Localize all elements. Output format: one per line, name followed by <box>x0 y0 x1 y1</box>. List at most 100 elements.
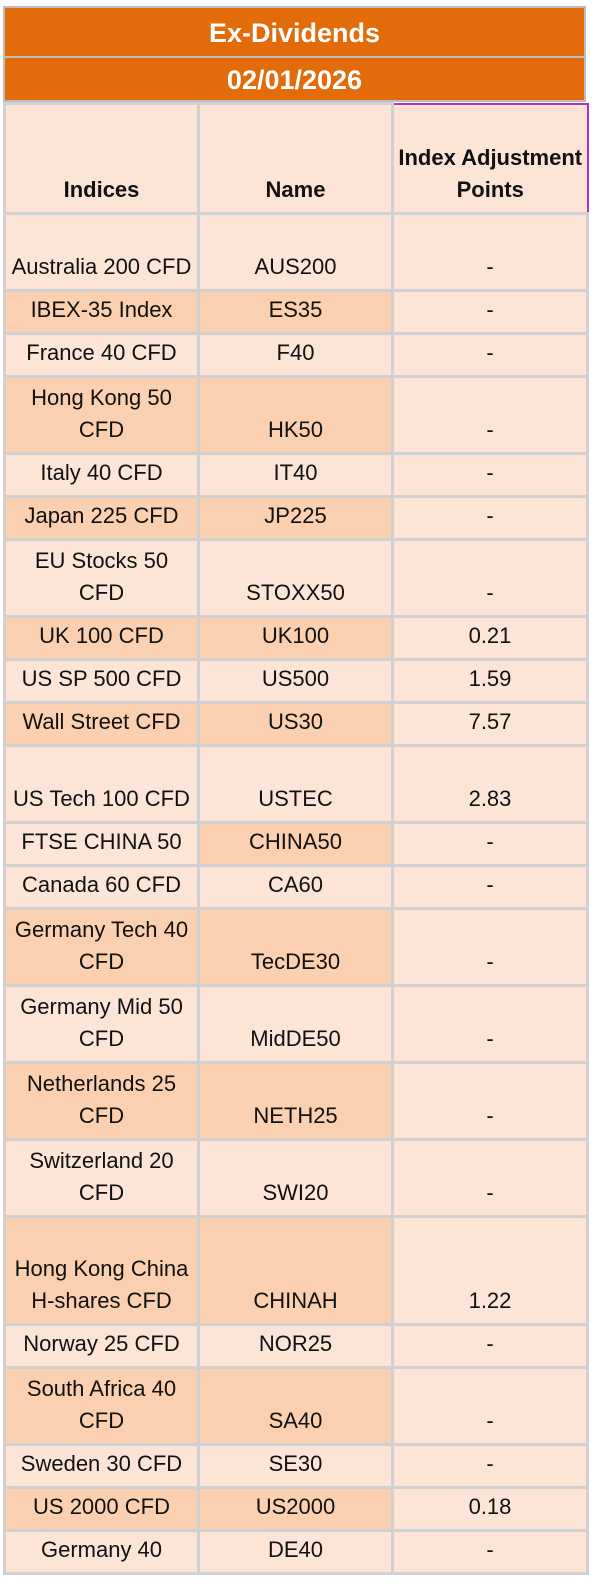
index-cell: Norway 25 CFD <box>3 1323 200 1369</box>
table-row: UK 100 CFD UK100 0.21 <box>3 615 589 661</box>
dividends-table: Indices Name Index Adjustment Points Aus… <box>3 102 589 1575</box>
date-banner: 02/01/2026 <box>3 56 586 102</box>
table-row: EU Stocks 50 CFD STOXX50- <box>3 538 589 618</box>
table-row: FTSE CHINA 50 CHINA50- <box>3 821 589 867</box>
points-cell: 2.83 <box>391 744 589 824</box>
index-cell: US Tech 100 CFD <box>3 744 200 824</box>
table-row: Switzerland 20 CFD SWI20- <box>3 1138 589 1218</box>
index-cell: FTSE CHINA 50 <box>3 821 200 867</box>
table-row: US Tech 100 CFD USTEC 2.83 <box>3 744 589 824</box>
name-cell: CA60 <box>197 864 394 910</box>
table-row: South Africa 40 CFD SA40- <box>3 1366 589 1446</box>
index-cell: Germany 40 <box>3 1529 200 1575</box>
index-cell: Hong Kong China H-shares CFD <box>3 1215 200 1326</box>
points-cell: 0.18 <box>391 1486 589 1532</box>
index-cell: UK 100 CFD <box>3 615 200 661</box>
name-cell: ES35 <box>197 289 394 335</box>
index-cell: Germany Tech 40 CFD <box>3 907 200 987</box>
points-cell: - <box>391 1061 589 1141</box>
points-cell: - <box>391 1529 589 1575</box>
name-cell: AUS200 <box>197 212 394 292</box>
points-cell: - <box>391 907 589 987</box>
indices-header: Indices <box>3 102 200 215</box>
table-row: Netherlands 25 CFD NETH25- <box>3 1061 589 1141</box>
index-cell: Netherlands 25 CFD <box>3 1061 200 1141</box>
points-cell: - <box>391 1366 589 1446</box>
name-cell: IT40 <box>197 452 394 498</box>
points-cell: - <box>391 538 589 618</box>
index-cell: IBEX-35 Index <box>3 289 200 335</box>
table-row: US 2000 CFD US2000 0.18 <box>3 1486 589 1532</box>
table-row: US SP 500 CFD US500 1.59 <box>3 658 589 704</box>
points-cell: - <box>391 1443 589 1489</box>
table-row: Norway 25 CFD NOR25- <box>3 1323 589 1369</box>
name-cell: JP225 <box>197 495 394 541</box>
points-cell: - <box>391 1138 589 1218</box>
name-cell: F40 <box>197 332 394 378</box>
index-cell: Wall Street CFD <box>3 701 200 747</box>
index-cell: Italy 40 CFD <box>3 452 200 498</box>
points-cell: - <box>391 1323 589 1369</box>
points-cell: - <box>391 212 589 292</box>
points-cell: 1.59 <box>391 658 589 704</box>
table-row: IBEX-35 Index ES35- <box>3 289 589 335</box>
index-cell: Sweden 30 CFD <box>3 1443 200 1489</box>
index-cell: US 2000 CFD <box>3 1486 200 1532</box>
table-row: Germany Tech 40 CFD TecDE30- <box>3 907 589 987</box>
name-cell: UK100 <box>197 615 394 661</box>
table-row: Wall Street CFD US30 7.57 <box>3 701 589 747</box>
index-cell: EU Stocks 50 CFD <box>3 538 200 618</box>
points-cell: 0.21 <box>391 615 589 661</box>
header-row: Indices Name Index Adjustment Points <box>3 102 589 215</box>
table-row: Canada 60 CFD CA60- <box>3 864 589 910</box>
index-cell: Hong Kong 50 CFD <box>3 375 200 455</box>
name-cell: US2000 <box>197 1486 394 1532</box>
points-cell: - <box>391 495 589 541</box>
index-cell: Japan 225 CFD <box>3 495 200 541</box>
ex-dividends-sheet: Ex-Dividends 02/01/2026 Indices Name Ind… <box>3 6 589 1575</box>
points-cell: - <box>391 821 589 867</box>
table-row: Germany 40 DE40- <box>3 1529 589 1575</box>
points-cell: - <box>391 864 589 910</box>
name-cell: NETH25 <box>197 1061 394 1141</box>
name-cell: SE30 <box>197 1443 394 1489</box>
name-cell: TecDE30 <box>197 907 394 987</box>
name-cell: US30 <box>197 701 394 747</box>
points-cell: - <box>391 375 589 455</box>
points-cell: 7.57 <box>391 701 589 747</box>
table-row: Hong Kong 50 CFD HK50- <box>3 375 589 455</box>
name-cell: HK50 <box>197 375 394 455</box>
table-row: Australia 200 CFD AUS200- <box>3 212 589 292</box>
table-row: Japan 225 CFD JP225- <box>3 495 589 541</box>
name-cell: CHINA50 <box>197 821 394 867</box>
index-cell: US SP 500 CFD <box>3 658 200 704</box>
name-cell: STOXX50 <box>197 538 394 618</box>
index-cell: Switzerland 20 CFD <box>3 1138 200 1218</box>
name-cell: NOR25 <box>197 1323 394 1369</box>
points-cell: 1.22 <box>391 1215 589 1326</box>
table-row: Sweden 30 CFD SE30- <box>3 1443 589 1489</box>
table-row: Italy 40 CFD IT40- <box>3 452 589 498</box>
table-row: Germany Mid 50 CFD MidDE50- <box>3 984 589 1064</box>
points-cell: - <box>391 452 589 498</box>
index-cell: France 40 CFD <box>3 332 200 378</box>
name-cell: DE40 <box>197 1529 394 1575</box>
points-cell: - <box>391 984 589 1064</box>
name-header: Name <box>197 102 394 215</box>
adjustment-header: Index Adjustment Points <box>391 102 589 215</box>
name-cell: CHINAH <box>197 1215 394 1326</box>
name-cell: MidDE50 <box>197 984 394 1064</box>
index-cell: Canada 60 CFD <box>3 864 200 910</box>
page-title: Ex-Dividends <box>3 6 586 58</box>
name-cell: US500 <box>197 658 394 704</box>
index-cell: Germany Mid 50 CFD <box>3 984 200 1064</box>
index-cell: South Africa 40 CFD <box>3 1366 200 1446</box>
name-cell: USTEC <box>197 744 394 824</box>
table-body: Australia 200 CFD AUS200- IBEX-35 Index ES3… <box>3 212 589 1575</box>
name-cell: SA40 <box>197 1366 394 1446</box>
table-row: France 40 CFD F40- <box>3 332 589 378</box>
points-cell: - <box>391 332 589 378</box>
name-cell: SWI20 <box>197 1138 394 1218</box>
index-cell: Australia 200 CFD <box>3 212 200 292</box>
points-cell: - <box>391 289 589 335</box>
